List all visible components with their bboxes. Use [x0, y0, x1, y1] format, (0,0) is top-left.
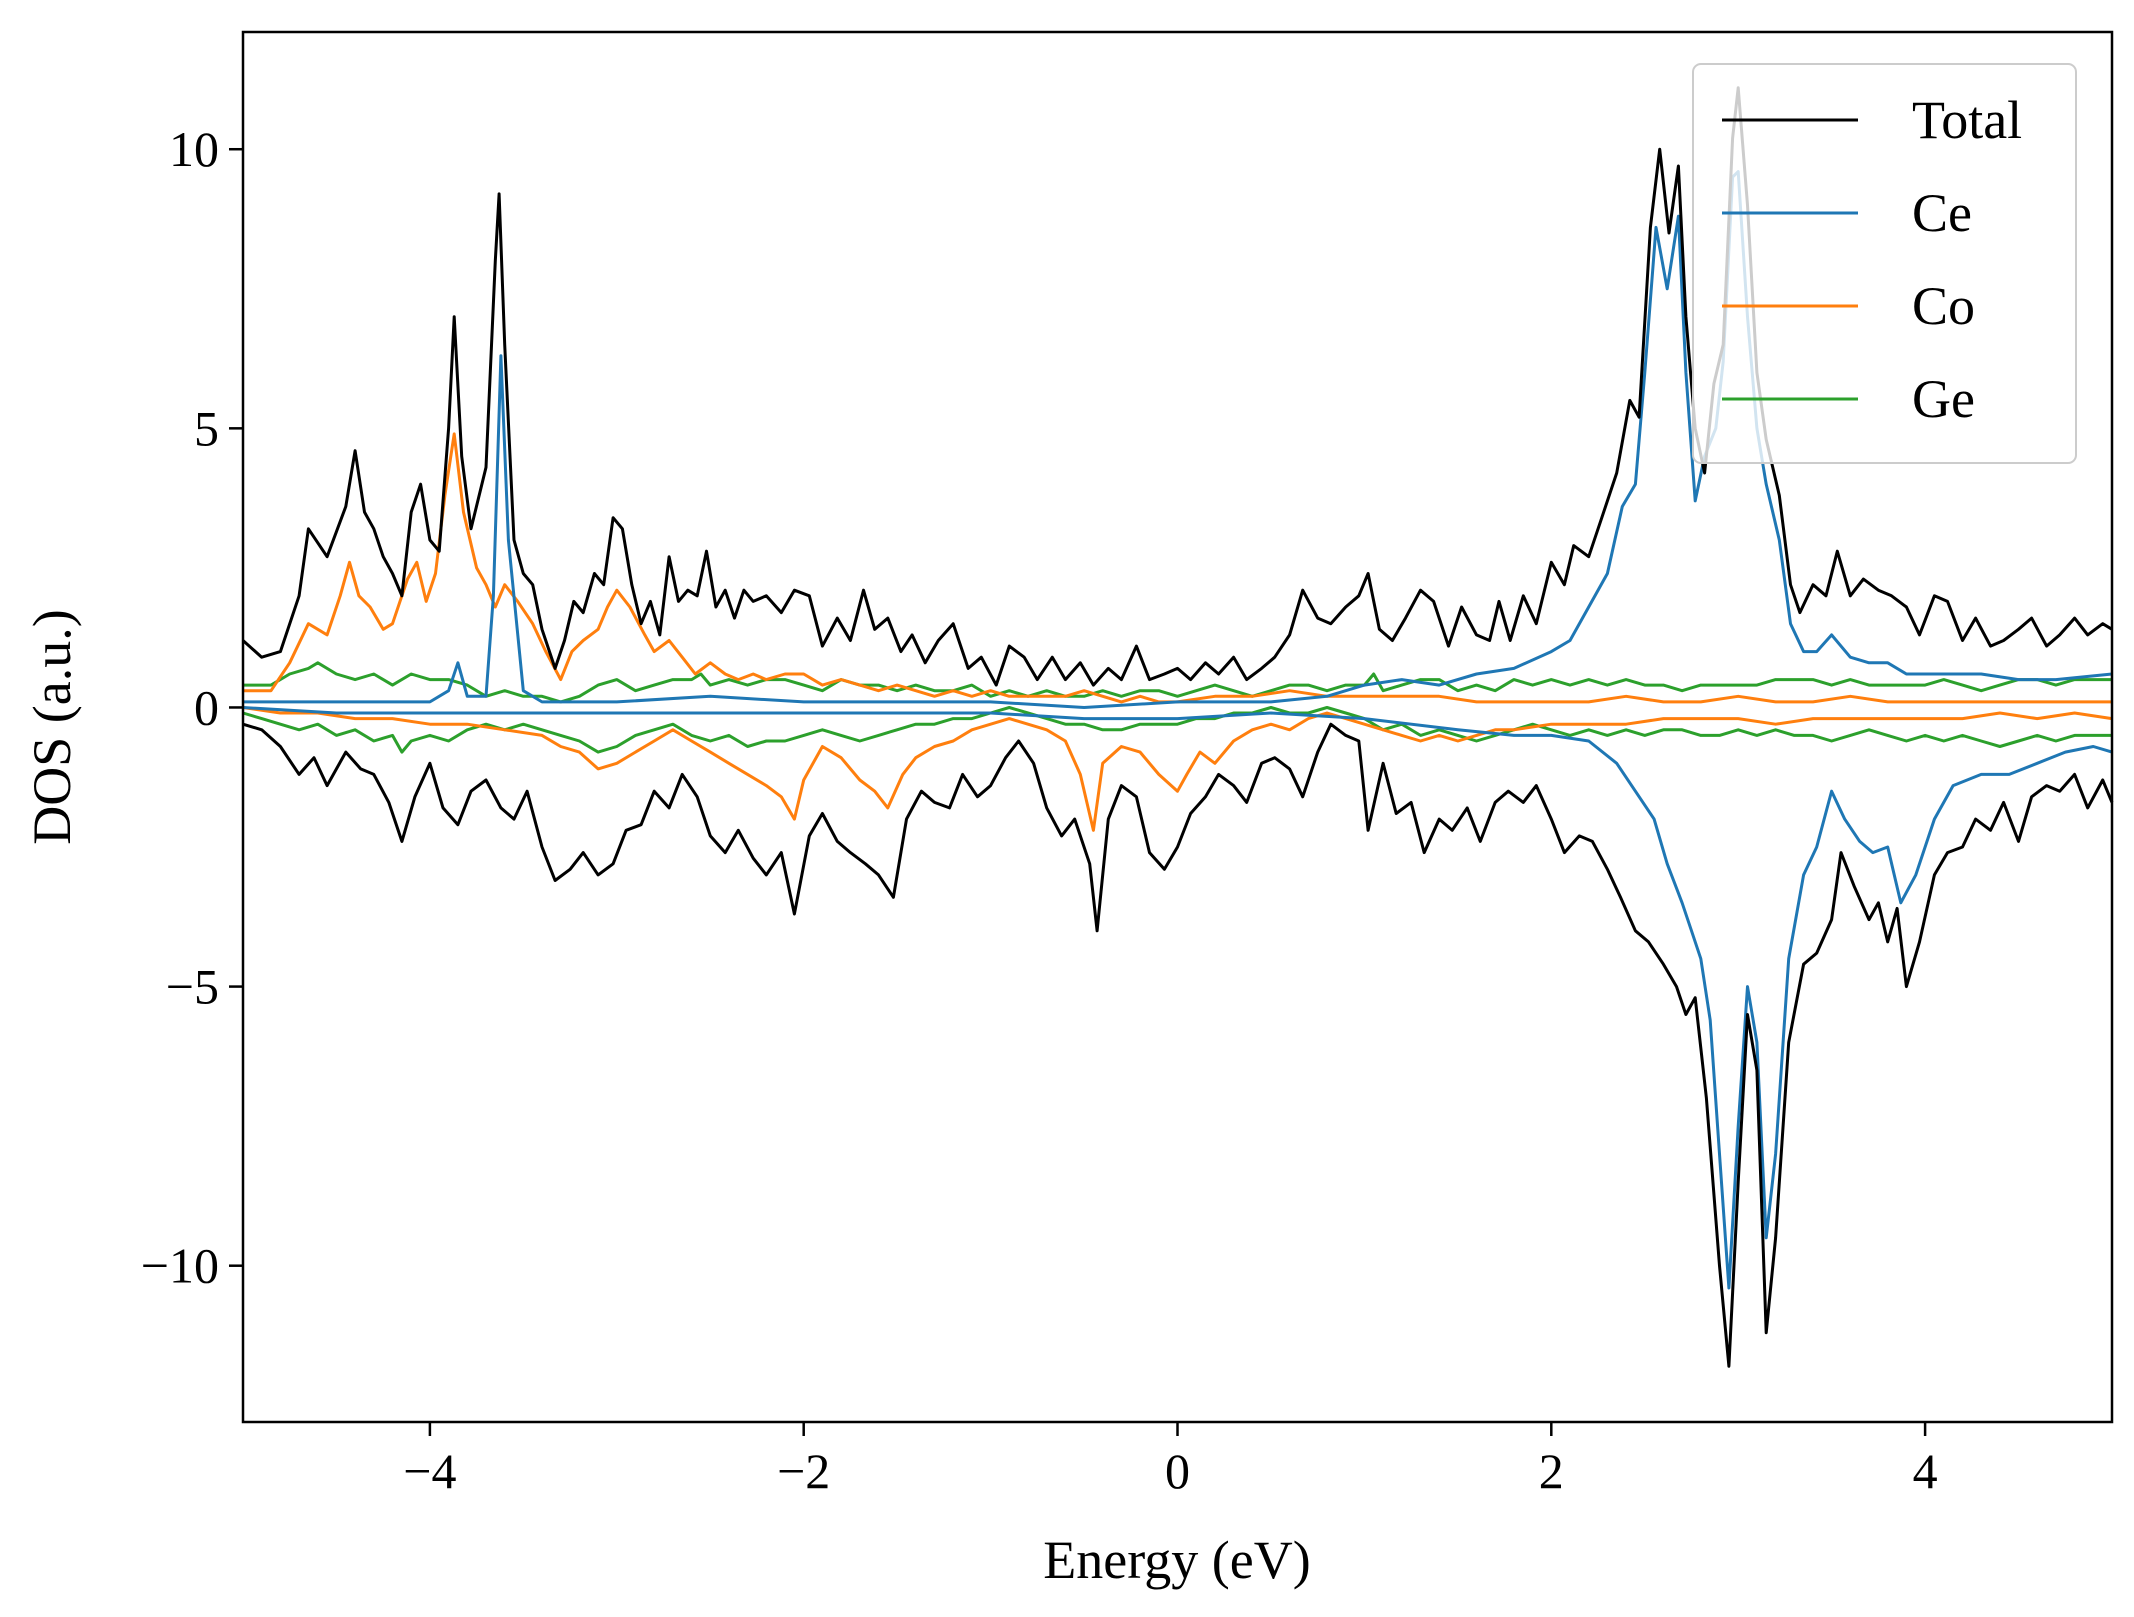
x-tick-label: −4	[403, 1443, 456, 1499]
legend-label-co: Co	[1912, 276, 1975, 336]
series-line-total-spin-down	[242, 722, 2114, 1368]
legend-box	[1692, 63, 2077, 464]
x-tick-label: 0	[1165, 1443, 1190, 1499]
y-tick-label: 10	[169, 121, 219, 177]
series-line-ge-spin-down	[242, 706, 2112, 754]
x-axis-title: Energy (eV)	[1043, 1530, 1310, 1590]
x-tick-label: 4	[1913, 1443, 1938, 1499]
x-tick-label: 2	[1539, 1443, 1564, 1499]
y-tick-label: −10	[141, 1238, 219, 1294]
y-tick-label: 0	[194, 679, 219, 735]
x-axis: −4 −2 0 2 4	[403, 1422, 1938, 1499]
x-tick-label: −2	[777, 1443, 830, 1499]
legend: Total Ce Co Ge	[1692, 63, 2077, 464]
legend-label-ge: Ge	[1912, 369, 1975, 429]
series-line-ce-spin-up	[243, 170, 2113, 709]
legend-label-total: Total	[1912, 90, 2022, 150]
y-tick-label: 5	[194, 400, 219, 456]
y-tick-label: −5	[166, 959, 219, 1015]
legend-label-ce: Ce	[1912, 183, 1972, 243]
series-line-co-spin-down	[242, 706, 2113, 832]
y-axis-title: DOS (a.u.)	[22, 609, 82, 844]
y-axis: 10 5 0 −5 −10	[141, 121, 243, 1294]
series-line-ce-spin-down	[242, 706, 2113, 1290]
